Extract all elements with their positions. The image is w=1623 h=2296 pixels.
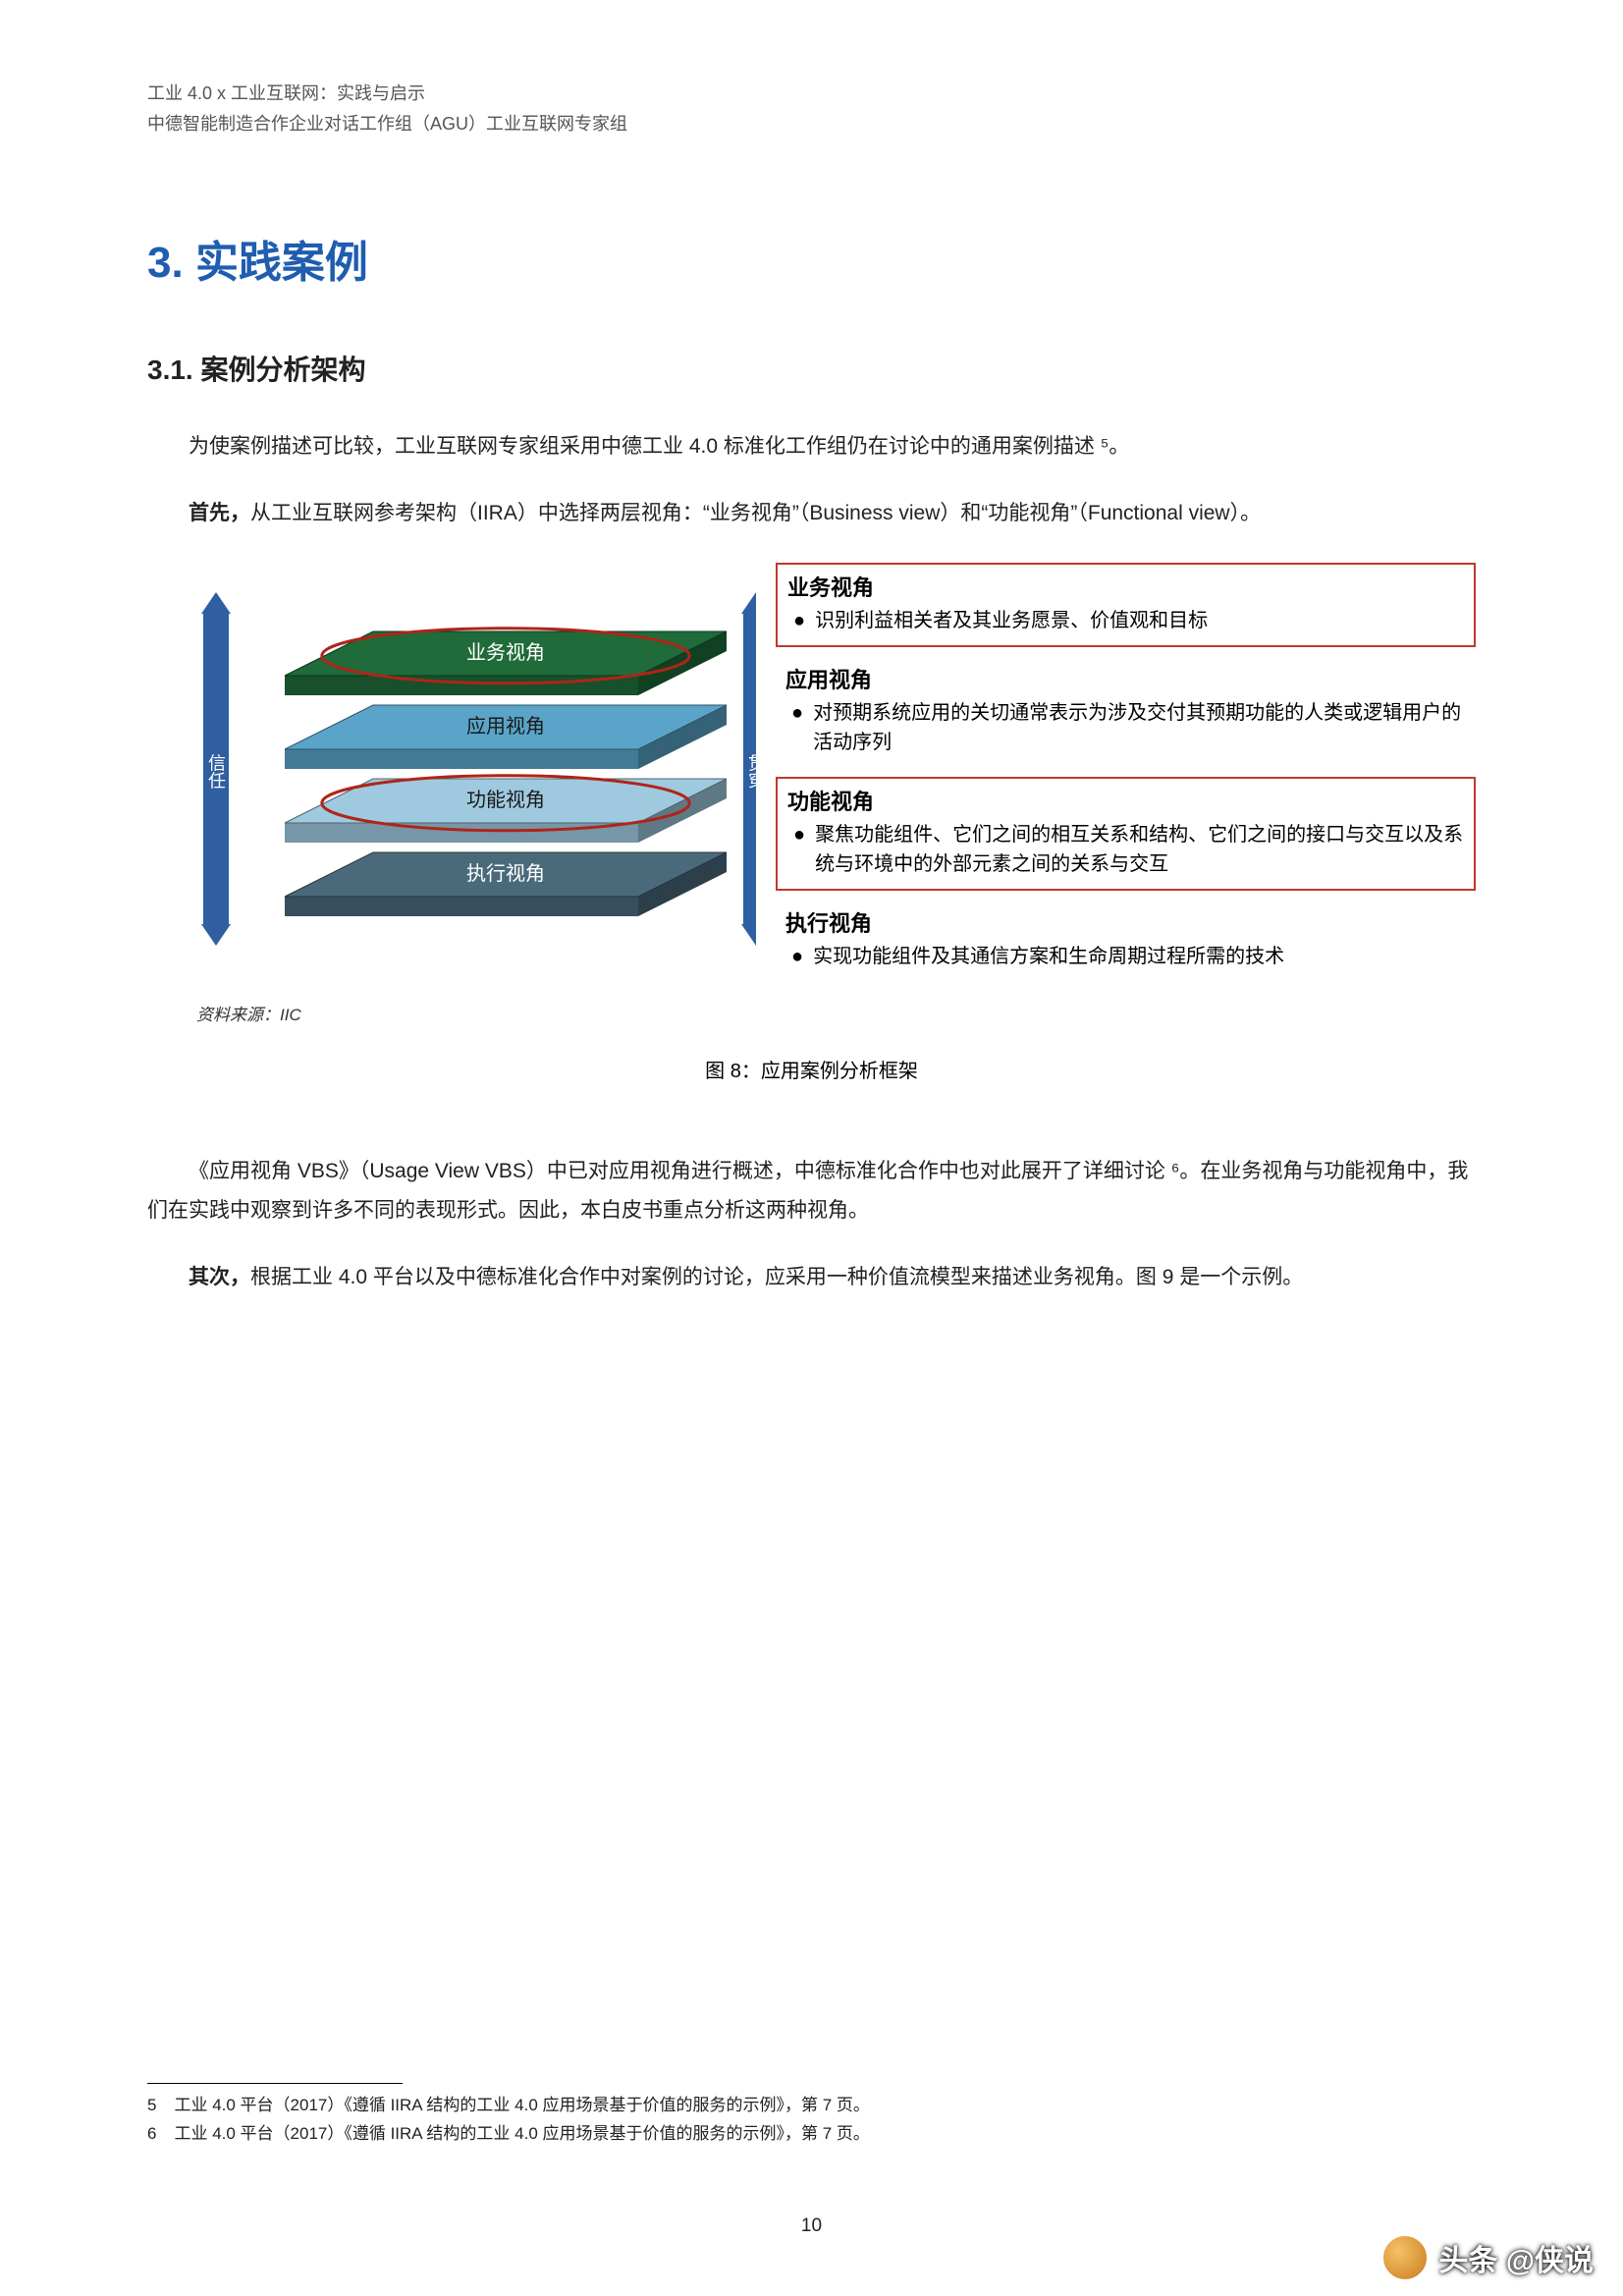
svg-text:执行视角: 执行视角 bbox=[466, 862, 545, 885]
section-heading: 3. 实践案例 bbox=[147, 227, 1476, 290]
figure-source: 资料来源：IIC bbox=[196, 1001, 1476, 1025]
paragraph-4: 其次，根据工业 4.0 平台以及中德标准化合作中对案例的讨论，应采用一种价值流模… bbox=[147, 1258, 1476, 1297]
footnote: 5工业 4.0 平台（2017）《遵循 IIRA 结构的工业 4.0 应用场景基… bbox=[147, 2092, 1476, 2120]
running-header: 工业 4.0 x 工业互联网：实践与启示 中德智能制造合作企业对话工作组（AGU… bbox=[147, 79, 1476, 138]
figure-caption: 图 8：应用案例分析框架 bbox=[147, 1055, 1476, 1083]
view-box: 业务视角 ●识别利益相关者及其业务愿景、价值观和目标 bbox=[776, 563, 1476, 647]
svg-text:应用视角: 应用视角 bbox=[466, 715, 545, 738]
svg-text:信任: 信任 bbox=[206, 753, 226, 789]
subsection-heading: 3.1. 案例分析架构 bbox=[147, 349, 1476, 388]
view-box: 应用视角 ●对预期系统应用的关切通常表示为涉及交付其预期功能的人类或逻辑用户的活动… bbox=[776, 657, 1476, 767]
paragraph-2: 首先，从工业互联网参考架构（IIRA）中选择两层视角：“业务视角”（Busine… bbox=[147, 494, 1476, 533]
svg-text:业务视角: 业务视角 bbox=[466, 641, 545, 664]
footnote: 6工业 4.0 平台（2017）《遵循 IIRA 结构的工业 4.0 应用场景基… bbox=[147, 2120, 1476, 2149]
view-box: 执行视角 ●实现功能组件及其通信方案和生命周期过程所需的技术 bbox=[776, 901, 1476, 981]
view-bullet: ●聚焦功能组件、它们之间的相互关系和结构、它们之间的接口与交互以及系统与环境中的… bbox=[787, 820, 1464, 879]
header-line-2: 中德智能制造合作企业对话工作组（AGU）工业互联网专家组 bbox=[147, 109, 1476, 139]
paragraph-3: 《应用视角 VBS》（Usage View VBS）中已对应用视角进行概述，中德… bbox=[147, 1152, 1476, 1230]
view-title: 功能视角 bbox=[787, 785, 1464, 816]
figure-8: 信任 贯穿执行视角 功能视角 应用视角 业务视角 业务视角 ●识别利益相关者及其业务愿景、… bbox=[147, 563, 1476, 981]
avatar-icon bbox=[1381, 2234, 1429, 2281]
view-bullet: ●实现功能组件及其通信方案和生命周期过程所需的技术 bbox=[785, 942, 1466, 971]
view-title: 应用视角 bbox=[785, 663, 1466, 694]
watermark: 头条 @侠说 bbox=[1381, 2234, 1594, 2281]
svg-text:功能视角: 功能视角 bbox=[466, 789, 545, 811]
view-title: 执行视角 bbox=[785, 906, 1466, 938]
view-title: 业务视角 bbox=[787, 571, 1464, 602]
header-line-1: 工业 4.0 x 工业互联网：实践与启示 bbox=[147, 79, 1476, 109]
layer-stack-diagram: 信任 贯穿执行视角 功能视角 应用视角 业务视角 bbox=[147, 563, 756, 981]
svg-text:贯穿: 贯穿 bbox=[746, 753, 756, 790]
footnotes-rule: 5工业 4.0 平台（2017）《遵循 IIRA 结构的工业 4.0 应用场景基… bbox=[147, 2083, 403, 2149]
view-descriptions: 业务视角 ●识别利益相关者及其业务愿景、价值观和目标应用视角 ●对预期系统应用的关切… bbox=[776, 563, 1476, 981]
view-bullet: ●对预期系统应用的关切通常表示为涉及交付其预期功能的人类或逻辑用户的活动序列 bbox=[785, 698, 1466, 757]
view-bullet: ●识别利益相关者及其业务愿景、价值观和目标 bbox=[787, 606, 1464, 635]
page-number: 10 bbox=[0, 2215, 1623, 2237]
view-box: 功能视角 ●聚焦功能组件、它们之间的相互关系和结构、它们之间的接口与交互以及系统与… bbox=[776, 777, 1476, 891]
paragraph-1: 为使案例描述可比较，工业互联网专家组采用中德工业 4.0 标准化工作组仍在讨论中… bbox=[147, 427, 1476, 466]
layer-stack-svg: 信任 贯穿执行视角 功能视角 应用视角 业务视角 bbox=[147, 563, 756, 975]
footnotes: 5工业 4.0 平台（2017）《遵循 IIRA 结构的工业 4.0 应用场景基… bbox=[147, 2092, 1476, 2149]
